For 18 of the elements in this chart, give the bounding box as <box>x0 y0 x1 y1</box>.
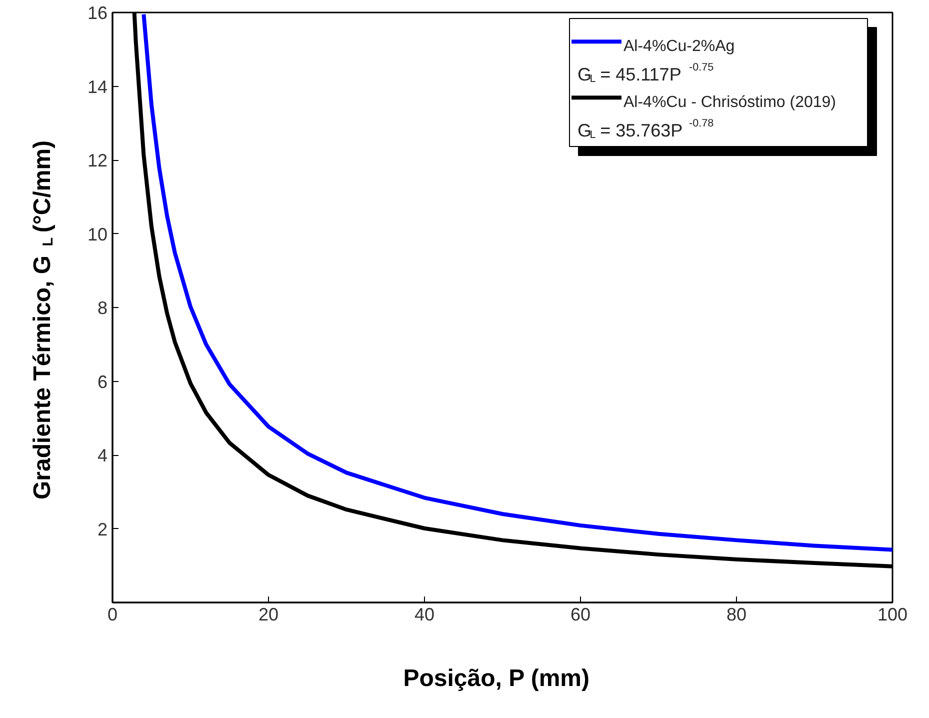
x-tick-label: 60 <box>570 604 591 624</box>
x-tick-label: 0 <box>107 604 118 624</box>
y-tick-label: 14 <box>87 76 108 97</box>
legend-label: Al-4%Cu-2%Ag <box>624 38 735 56</box>
x-axis-title: Posição, P (mm) <box>403 665 590 692</box>
y-tick-label: 4 <box>97 446 108 466</box>
y-tick-label: 8 <box>97 298 108 318</box>
y-tick-label: 10 <box>87 224 108 244</box>
x-tick-label: 40 <box>414 604 435 624</box>
y-tick-label: 16 <box>87 3 108 23</box>
x-tick-label: 20 <box>258 604 279 624</box>
y-tick-label: 12 <box>87 150 108 170</box>
y-tick-label: 2 <box>97 519 108 540</box>
y-axis-title: Gradiente Térmico, GL (°C/mm) <box>29 140 56 500</box>
x-tick-label: 80 <box>726 604 747 624</box>
legend-label: Al-4%Cu - Chrisóstimo (2019) <box>624 94 836 112</box>
y-tick-label: 6 <box>97 372 108 392</box>
x-tick-label: 100 <box>877 604 908 624</box>
